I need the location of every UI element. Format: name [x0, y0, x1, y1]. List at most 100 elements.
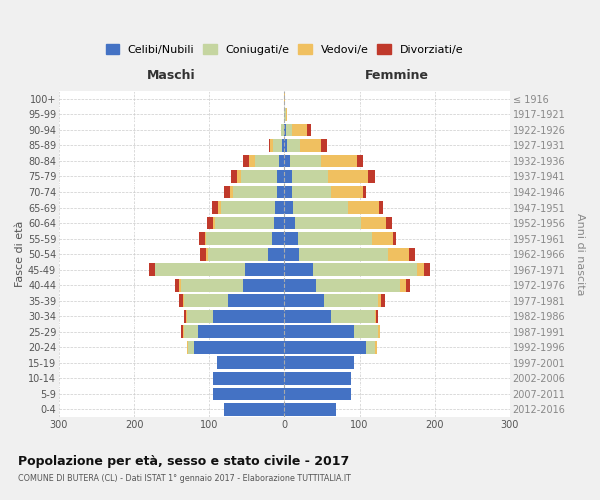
Bar — [313, 264, 417, 276]
Bar — [371, 232, 392, 245]
Bar — [284, 388, 350, 400]
Bar — [424, 264, 430, 276]
Bar — [379, 201, 383, 214]
Bar — [243, 154, 249, 168]
Bar — [284, 186, 292, 198]
Bar — [212, 201, 218, 214]
Bar — [241, 170, 277, 183]
Bar — [295, 216, 361, 230]
Bar — [409, 248, 415, 260]
Bar — [284, 248, 299, 260]
Bar — [208, 248, 268, 260]
Bar — [277, 186, 284, 198]
Bar — [392, 232, 397, 245]
Y-axis label: Anni di nascita: Anni di nascita — [575, 213, 585, 296]
Bar — [331, 310, 374, 322]
Bar — [231, 170, 237, 183]
Bar — [321, 154, 358, 168]
Bar — [198, 326, 284, 338]
Legend: Celibi/Nubili, Coniugati/e, Vedovi/e, Divorziati/e: Celibi/Nubili, Coniugati/e, Vedovi/e, Di… — [106, 44, 463, 55]
Bar — [268, 248, 284, 260]
Bar — [368, 170, 376, 183]
Bar — [376, 341, 377, 353]
Bar — [213, 310, 284, 322]
Bar — [290, 154, 321, 168]
Bar — [233, 186, 277, 198]
Bar — [323, 294, 377, 307]
Bar — [388, 248, 409, 260]
Bar — [284, 92, 285, 105]
Bar — [273, 139, 282, 152]
Bar — [175, 279, 179, 291]
Bar — [181, 279, 243, 291]
Text: Femmine: Femmine — [365, 68, 429, 82]
Bar — [183, 294, 184, 307]
Bar — [287, 139, 300, 152]
Bar — [400, 279, 406, 291]
Bar — [199, 232, 205, 245]
Bar — [184, 326, 198, 338]
Bar — [207, 216, 213, 230]
Bar — [274, 216, 284, 230]
Bar — [155, 264, 245, 276]
Bar — [149, 264, 155, 276]
Bar — [282, 139, 284, 152]
Bar — [379, 326, 380, 338]
Bar — [377, 294, 382, 307]
Bar — [284, 232, 298, 245]
Bar — [200, 248, 206, 260]
Bar — [213, 388, 284, 400]
Bar — [362, 186, 367, 198]
Bar — [284, 341, 365, 353]
Bar — [228, 294, 284, 307]
Bar — [292, 170, 328, 183]
Bar — [331, 186, 362, 198]
Bar — [184, 294, 228, 307]
Bar — [281, 124, 284, 136]
Bar — [179, 294, 183, 307]
Bar — [284, 279, 316, 291]
Bar — [406, 279, 410, 291]
Bar — [181, 326, 183, 338]
Text: COMUNE DI BUTERA (CL) - Dati ISTAT 1° gennaio 2017 - Elaborazione TUTTITALIA.IT: COMUNE DI BUTERA (CL) - Dati ISTAT 1° ge… — [18, 474, 351, 483]
Text: Maschi: Maschi — [148, 68, 196, 82]
Bar — [284, 201, 293, 214]
Bar — [292, 124, 307, 136]
Bar — [206, 232, 272, 245]
Bar — [205, 232, 206, 245]
Bar — [213, 372, 284, 385]
Bar — [292, 186, 331, 198]
Bar — [245, 264, 284, 276]
Bar — [365, 341, 376, 353]
Bar — [300, 139, 321, 152]
Bar — [376, 310, 377, 322]
Bar — [284, 326, 353, 338]
Bar — [224, 186, 230, 198]
Bar — [243, 279, 284, 291]
Bar — [347, 201, 379, 214]
Bar — [284, 124, 286, 136]
Bar — [284, 403, 335, 416]
Bar — [382, 294, 385, 307]
Bar — [284, 216, 295, 230]
Bar — [353, 326, 379, 338]
Bar — [221, 201, 275, 214]
Bar — [224, 403, 284, 416]
Bar — [299, 248, 388, 260]
Bar — [206, 248, 208, 260]
Bar — [218, 201, 221, 214]
Bar — [286, 108, 287, 120]
Bar — [179, 279, 181, 291]
Bar — [284, 310, 331, 322]
Text: Popolazione per età, sesso e stato civile - 2017: Popolazione per età, sesso e stato civil… — [18, 455, 349, 468]
Bar — [284, 154, 290, 168]
Bar — [284, 108, 286, 120]
Y-axis label: Fasce di età: Fasce di età — [15, 221, 25, 288]
Bar — [217, 356, 284, 369]
Bar — [284, 372, 350, 385]
Bar — [215, 216, 274, 230]
Bar — [358, 154, 364, 168]
Bar — [284, 356, 353, 369]
Bar — [249, 154, 255, 168]
Bar — [277, 170, 284, 183]
